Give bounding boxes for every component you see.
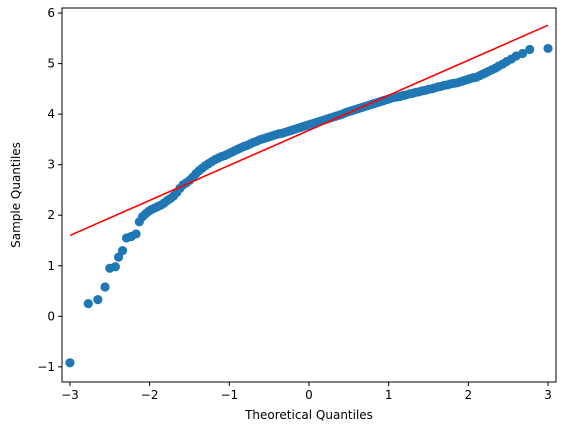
x-tick-label: 2	[465, 388, 473, 402]
data-point	[131, 229, 141, 239]
data-point	[93, 295, 103, 305]
y-tick-label: 1	[47, 259, 55, 273]
y-tick-label: 6	[47, 6, 55, 20]
ticks-layer: −3 −2 −1 0 1 2 3 −1 0 1 2 3 4 5 6	[37, 6, 552, 402]
y-tick-label: 0	[47, 309, 55, 323]
data-point	[110, 262, 120, 272]
x-tick-label: −3	[61, 388, 79, 402]
data-point	[100, 282, 110, 292]
x-tick-label: 0	[305, 388, 313, 402]
x-tick-label: −2	[141, 388, 159, 402]
y-tick-label: −1	[37, 360, 55, 374]
reference-line	[69, 24, 549, 237]
marks-layer	[65, 24, 553, 368]
x-tick-label: 1	[385, 388, 393, 402]
axes-frame	[61, 7, 557, 383]
y-tick-label: 5	[47, 57, 55, 71]
x-axis-label: Theoretical Quantiles	[244, 408, 373, 422]
y-axis-label: Sample Quantiles	[9, 142, 23, 248]
plot-area	[62, 8, 556, 382]
data-point	[117, 245, 128, 256]
data-point	[65, 358, 75, 368]
data-point	[83, 299, 93, 309]
data-point	[525, 44, 535, 55]
x-tick-label: −1	[220, 388, 238, 402]
data-point	[543, 43, 553, 54]
y-tick-label: 4	[47, 107, 55, 121]
x-tick-label: 3	[544, 388, 552, 402]
y-tick-label: 3	[47, 158, 55, 172]
data-point	[517, 48, 528, 59]
y-tick-label: 2	[47, 208, 55, 222]
